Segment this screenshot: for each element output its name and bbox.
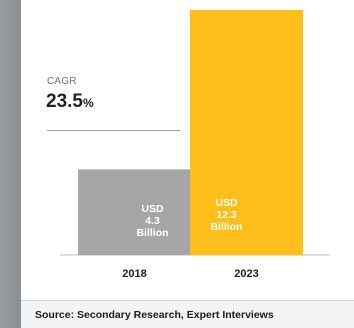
bar-2023 (190, 10, 303, 255)
data-label-line: 12.3 (216, 209, 237, 221)
cagr-value-block: 23.5% (46, 91, 94, 113)
source-text: Source: Secondary Research, Expert Inter… (35, 308, 274, 321)
cagr-divider (47, 130, 180, 131)
data-label-line: USD (141, 203, 164, 215)
background-glow (0, 0, 20, 328)
bar-2018 (78, 169, 191, 255)
data-label-2018: USD 4.3 Billion (96, 203, 209, 239)
cagr-unit: % (82, 96, 94, 110)
data-label-2023: USD 12.3 Billion (170, 197, 283, 233)
source-footer: Source: Secondary Research, Expert Inter… (21, 300, 354, 328)
x-tick-label-2023: 2023 (234, 268, 258, 280)
data-label-line: 4.3 (145, 215, 160, 227)
data-label-line: USD (215, 197, 238, 209)
x-tick-label-2018: 2018 (122, 268, 146, 280)
cagr-value: 23.5 (46, 91, 83, 112)
data-label-line: Billion (136, 227, 169, 239)
cagr-label: CAGR (47, 76, 77, 87)
data-label-line: Billion (210, 221, 243, 233)
